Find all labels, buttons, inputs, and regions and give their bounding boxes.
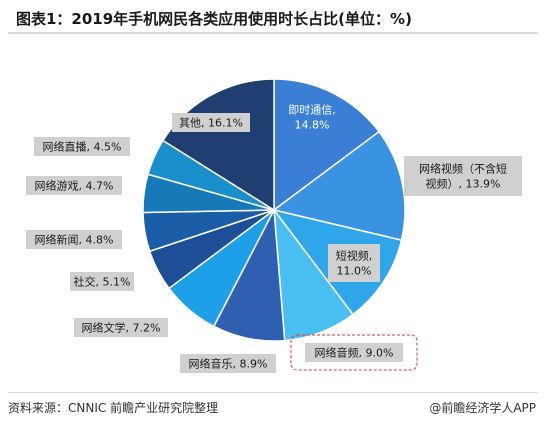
slice-label: 短视频, — [336, 249, 373, 263]
slice-label: 14.8% — [295, 119, 330, 132]
slice-label: 网络音乐, 8.9% — [189, 357, 268, 371]
slice-label: 网络游戏, 4.7% — [35, 179, 114, 193]
slice-label-box — [34, 137, 130, 156]
slice-label-box — [70, 272, 134, 291]
slice-label: 其他, 16.1% — [179, 117, 243, 130]
slice-label: 社交, 5.1% — [74, 275, 131, 289]
pie-slice — [161, 78, 275, 212]
pie-slice — [273, 78, 381, 212]
slice-label-box — [328, 244, 380, 282]
slice-label-box — [26, 176, 122, 195]
pie-slices — [142, 78, 406, 342]
slice-label: 网络视频（不含短 — [419, 162, 507, 176]
slice-label-box — [172, 113, 250, 132]
chart-title: 图表1：2019年手机网民各类应用使用时长占比(单位：%) — [16, 10, 412, 28]
slice-label: 网络文学, 7.2% — [82, 321, 161, 335]
pie-slice — [272, 130, 406, 242]
source-note: 资料来源：CNNIC 前瞻产业研究院整理 — [8, 401, 219, 415]
slice-label-box — [404, 156, 522, 196]
slice-label: 即时通信, — [288, 104, 336, 117]
slice-label: 网络新闻, 4.8% — [35, 233, 114, 247]
slice-label-box — [180, 354, 276, 373]
highlight-outline — [290, 334, 418, 371]
slice-label-box — [74, 318, 168, 337]
brand-note: @前瞻经济学人APP — [429, 401, 536, 415]
title-divider — [8, 32, 538, 34]
slice-label: 视频）, 13.9% — [426, 177, 501, 191]
slice-label: 网络音频, 9.0% — [315, 346, 394, 360]
slice-label-box — [305, 343, 403, 362]
slice-label: 11.0% — [337, 265, 372, 278]
slice-label: 网络直播, 4.5% — [43, 140, 122, 154]
slice-label-box — [26, 230, 122, 249]
footer-divider — [8, 392, 538, 393]
